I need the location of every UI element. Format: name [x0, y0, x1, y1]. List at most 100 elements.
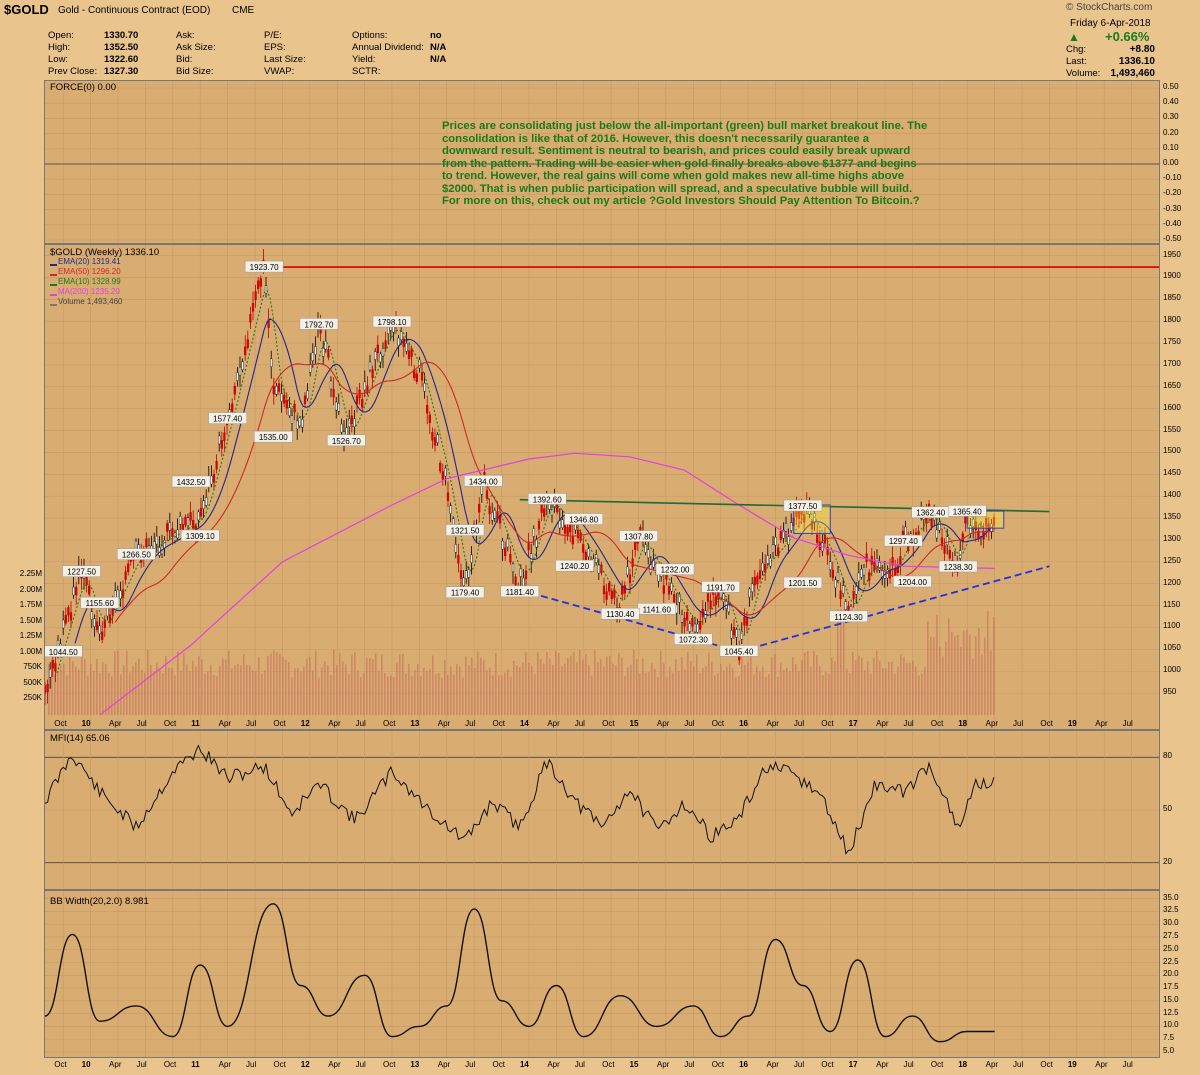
candle-body [626, 566, 629, 576]
candle-body [119, 590, 122, 599]
candle-body [218, 435, 221, 445]
candle-body [405, 343, 408, 352]
volume-bar [564, 663, 566, 715]
price-label-text: 1365.40 [953, 507, 982, 516]
volume-bar [117, 650, 119, 715]
axis-tick-label: 27.5 [1163, 930, 1179, 940]
label-box [527, 493, 567, 505]
price-panel: 1923.70 1792.70 1798.10 1577.40 1535.00 1526.… [43, 244, 1160, 730]
x-tick-label: Jul [793, 1060, 805, 1069]
price-label-text: 1346.80 [569, 515, 598, 524]
x-tick-label: Oct [492, 719, 505, 728]
x-tick-label: 11 [191, 1060, 200, 1069]
axis-tick-label: 1050 [1163, 643, 1181, 653]
candle-body [946, 536, 949, 546]
candle-body [608, 583, 611, 592]
volume-bar [936, 614, 938, 715]
volume-bar [537, 652, 539, 715]
volume-bar [294, 668, 296, 715]
volume-bar [198, 656, 200, 715]
candle-body [199, 508, 203, 517]
axis-tick-label: 1800 [1163, 315, 1181, 325]
x-tick-label: Oct [930, 1060, 944, 1069]
candle-body [836, 572, 840, 581]
volume-bar [480, 657, 482, 715]
candle-body [537, 521, 541, 530]
candle-body [623, 585, 626, 594]
candle-body [374, 351, 377, 360]
axis-tick-label: 1250 [1163, 555, 1181, 565]
x-tick-label: Apr [985, 719, 999, 728]
candle-body [727, 603, 730, 613]
volume-bar [282, 656, 284, 715]
x-tick-label: Oct [821, 719, 834, 728]
volume-bar [858, 655, 860, 715]
volume-bar [420, 675, 422, 715]
axis-tick-label: 20 [1163, 856, 1172, 866]
volume-bar [558, 652, 560, 715]
candle-body [488, 505, 491, 515]
axis-tick-label: 80 [1163, 751, 1172, 761]
annotation-line: consolidation is like that of 2016. Howe… [442, 132, 870, 145]
price-label: 1238.30 [938, 560, 978, 573]
volume-bar [654, 668, 656, 715]
candle-body [758, 570, 762, 579]
candle-body [311, 352, 314, 362]
volume-bar [510, 676, 512, 715]
volume-bar [327, 665, 329, 715]
volume-bar [627, 667, 629, 715]
candle-body [75, 586, 78, 596]
volume-bar [426, 671, 428, 715]
candle-body [210, 475, 213, 485]
volume-bar [258, 656, 260, 715]
volume-bar [528, 662, 530, 715]
candle-body [457, 555, 460, 564]
candle-body [803, 514, 806, 523]
candle-body [327, 349, 330, 358]
candle-body [735, 629, 738, 638]
price-label-text: 1362.40 [916, 509, 945, 518]
label-box [829, 610, 868, 623]
candle-body [524, 570, 528, 580]
x-tick-label: 10 [81, 719, 91, 728]
candle-body [303, 395, 307, 404]
volume-bar [873, 657, 875, 715]
volume-bar [555, 650, 557, 715]
volume-bar [228, 650, 230, 715]
candle-body [940, 537, 944, 546]
volume-tick-label: 750K [23, 662, 42, 672]
axis-tick-label: 15.0 [1163, 994, 1179, 1004]
label-box [893, 575, 932, 588]
x-tick-label: Oct [602, 719, 615, 728]
volume-bar [495, 652, 497, 715]
axis-tick-label: 1600 [1163, 402, 1181, 412]
axis-tick-label: -0.40 [1163, 218, 1182, 228]
volume-bar [444, 660, 446, 715]
volume-bar [147, 650, 149, 715]
axis-tick-label: 1350 [1163, 512, 1181, 522]
volume-bar [111, 676, 113, 715]
candle-body [480, 485, 483, 495]
candle-body [491, 512, 494, 521]
x-tick-label: Jul [684, 719, 695, 728]
x-tick-label: Apr [437, 719, 451, 728]
x-tick-label: Oct [54, 719, 67, 728]
quote-label: VWAP: [264, 66, 295, 77]
candle-body [714, 596, 717, 606]
candle-body [371, 369, 374, 378]
candle-body [90, 611, 93, 621]
label-box [180, 529, 220, 542]
axis-tick-label: 1150 [1163, 599, 1181, 609]
candle-body [103, 619, 106, 628]
legend-entry: EMA(10) 1328.99 [58, 277, 121, 286]
volume-bar [672, 672, 674, 715]
volume-bar [723, 670, 725, 715]
volume-bar [732, 668, 734, 715]
price-label: 1181.40 [500, 585, 540, 598]
volume-bar [51, 661, 53, 715]
volume-bar [48, 663, 50, 715]
price-label: 1432.50 [171, 475, 211, 488]
volume-bar [408, 663, 410, 715]
volume-bar [132, 665, 134, 715]
